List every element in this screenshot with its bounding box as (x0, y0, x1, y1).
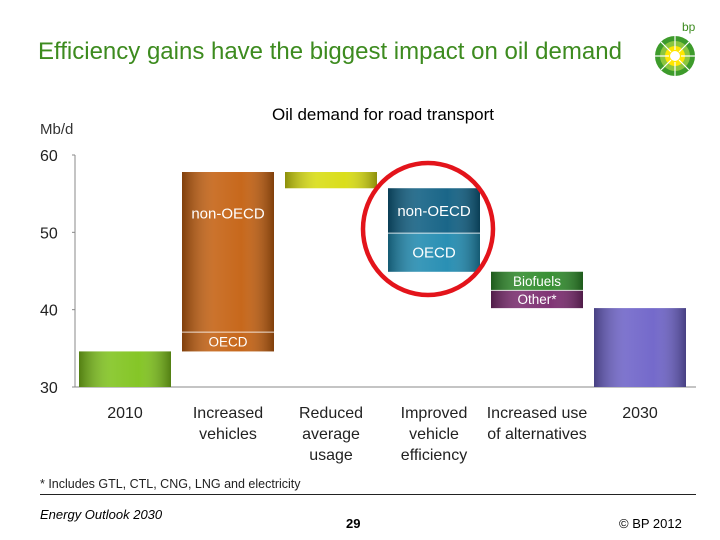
bp-helios-logo (652, 22, 698, 80)
footnote: * Includes GTL, CTL, CNG, LNG and electr… (40, 477, 301, 491)
footer-publication: Energy Outlook 2030 (40, 507, 163, 522)
bar-1-seg-0-shading (182, 332, 274, 352)
segment-label-non-oecd: non-OECD (397, 203, 471, 220)
x-tick-label-increased-vehicles: Increased vehicles (193, 405, 263, 443)
highlight-circle (360, 160, 496, 298)
x-tick-label-2030: 2030 (622, 405, 658, 422)
bar-3-seg-1-shading (388, 188, 480, 234)
chart-title: Oil demand for road transport (272, 105, 494, 124)
x-tick-label-increased-use-of-alternatives: Increased use of alternatives (487, 405, 588, 443)
bar-2-seg-0-shading (285, 172, 377, 189)
bar-3-seg-0-shading (388, 233, 480, 272)
slide-title: Efficiency gains have the biggest impact… (38, 38, 622, 65)
segment-label-non-oecd: non-OECD (191, 205, 265, 222)
page-number: 29 (346, 516, 361, 531)
segment-label-oecd: OECD (208, 334, 247, 349)
segment-label-other: Other* (517, 292, 557, 307)
x-tick-label-2010: 2010 (107, 405, 143, 422)
logo-text: bp (682, 20, 696, 34)
y-tick-label-40: 40 (40, 303, 58, 320)
y-axis-label: Mb/d (40, 121, 73, 138)
copyright: © BP 2012 (619, 516, 682, 531)
segment-label-oecd: OECD (412, 245, 456, 262)
x-tick-label-improved-vehicle-efficiency: Improved vehicle efficiency (401, 405, 468, 464)
bar-0-seg-0-shading (79, 351, 171, 387)
bar-4-seg-1-shading (491, 271, 583, 291)
bar-1-seg-1-shading (182, 172, 274, 333)
bar-4-seg-0-shading (491, 290, 583, 309)
y-tick-label-50: 50 (40, 225, 58, 242)
y-tick-label-60: 60 (40, 148, 58, 165)
bar-5-seg-0-shading (594, 308, 686, 387)
x-tick-label-reduced-average-usage: Reduced average usage (299, 405, 363, 464)
y-tick-label-30: 30 (40, 380, 58, 397)
footer-divider (40, 494, 696, 495)
segment-label-biofuels: Biofuels (513, 274, 561, 289)
